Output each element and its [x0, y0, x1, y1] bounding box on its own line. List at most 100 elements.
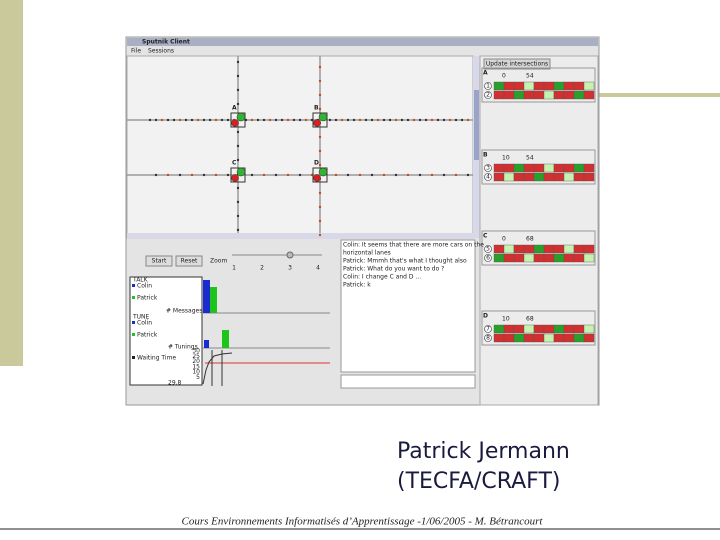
menu-item[interactable]: Sessions [148, 48, 174, 55]
timeline-cell [563, 324, 575, 334]
car [292, 118, 296, 122]
timeline-cell [543, 333, 555, 343]
car [172, 118, 176, 122]
car [262, 118, 266, 122]
row-marker [484, 91, 492, 99]
timeline-cell [523, 81, 535, 91]
traffic-light [313, 174, 321, 182]
intersection [312, 112, 328, 128]
car [236, 102, 240, 106]
timeline-cell [533, 163, 545, 173]
timeline-cell [573, 333, 585, 343]
traffic-light [313, 119, 321, 127]
chat-line: Patrick: Mmmh that's what I thought also [343, 258, 467, 265]
car [226, 118, 230, 122]
car [442, 173, 446, 177]
car [406, 173, 410, 177]
timeline-cell [583, 324, 595, 334]
value-label: 29.8 [168, 380, 182, 387]
car [166, 118, 170, 122]
car [412, 118, 416, 122]
traffic-light [236, 112, 246, 122]
car [430, 118, 434, 122]
timeline-cell [533, 253, 545, 263]
car [430, 173, 434, 177]
car [236, 74, 240, 78]
car [274, 173, 278, 177]
car [334, 118, 338, 122]
window-title: Sputnik Client [142, 39, 190, 46]
button-label[interactable]: Update intersections [486, 61, 548, 68]
row-number: 2 [486, 92, 490, 99]
panel-number: 10 [502, 316, 510, 323]
button-label[interactable]: Start [152, 258, 167, 265]
row-marker [484, 164, 492, 172]
timeline-cell [513, 253, 525, 263]
timeline-cell [493, 253, 505, 263]
panel-number: 68 [526, 316, 534, 323]
timeline-cell [503, 81, 515, 91]
car [318, 219, 322, 223]
car [190, 118, 194, 122]
car [436, 118, 440, 122]
update-button[interactable] [483, 58, 551, 70]
car [466, 118, 470, 122]
car [334, 173, 338, 177]
car [178, 118, 182, 122]
row-number: 8 [486, 335, 490, 342]
legend-entry: Colin [137, 283, 152, 290]
car [318, 79, 322, 83]
car [268, 118, 272, 122]
panel-number: 54 [526, 73, 534, 80]
car [318, 163, 322, 167]
tune-label: TUNE [132, 314, 150, 321]
timeline-cell [503, 253, 515, 263]
timeline-cell [573, 90, 585, 100]
car [250, 173, 254, 177]
timeline-cell [493, 244, 505, 254]
menu-item[interactable]: File [131, 48, 141, 55]
reset-button[interactable] [175, 255, 203, 267]
row-marker [484, 245, 492, 253]
accent-line [598, 93, 720, 97]
timeline-cell [563, 333, 575, 343]
axis-tick: 20 [192, 358, 200, 365]
timeline-cell [503, 324, 515, 334]
legend-entry: Colin [137, 320, 152, 327]
car [236, 88, 240, 92]
timeline-cell [523, 172, 535, 182]
start-button[interactable] [145, 255, 173, 267]
car [406, 118, 410, 122]
car [418, 118, 422, 122]
intersection-label: A [232, 105, 237, 112]
scroll-thumb[interactable] [474, 90, 479, 160]
chat-log [340, 239, 476, 373]
slider-knob[interactable] [286, 251, 294, 259]
timeline-cell [533, 333, 545, 343]
car [358, 118, 362, 122]
timeline-cell [543, 172, 555, 182]
timeline-cell [523, 253, 535, 263]
car [318, 205, 322, 209]
car [202, 173, 206, 177]
zoom-label: Zoom [210, 258, 227, 265]
timeline-cell [503, 333, 515, 343]
row-number: 7 [486, 326, 490, 333]
car [394, 118, 398, 122]
car [454, 118, 458, 122]
timeline-cell [583, 333, 595, 343]
button-label[interactable]: Reset [181, 258, 198, 265]
car [400, 118, 404, 122]
car [382, 118, 386, 122]
car [236, 158, 240, 162]
panel-frame [481, 67, 596, 103]
scrollbar[interactable] [127, 233, 473, 239]
chat-input[interactable] [340, 374, 476, 389]
timeline-cell [553, 333, 565, 343]
timeline-cell [503, 172, 515, 182]
timeline-cell [573, 324, 585, 334]
timeline-cell [513, 163, 525, 173]
chat-line: Patrick: What do you want to do ? [343, 266, 444, 273]
legend-swatches [132, 284, 135, 359]
car [214, 173, 218, 177]
